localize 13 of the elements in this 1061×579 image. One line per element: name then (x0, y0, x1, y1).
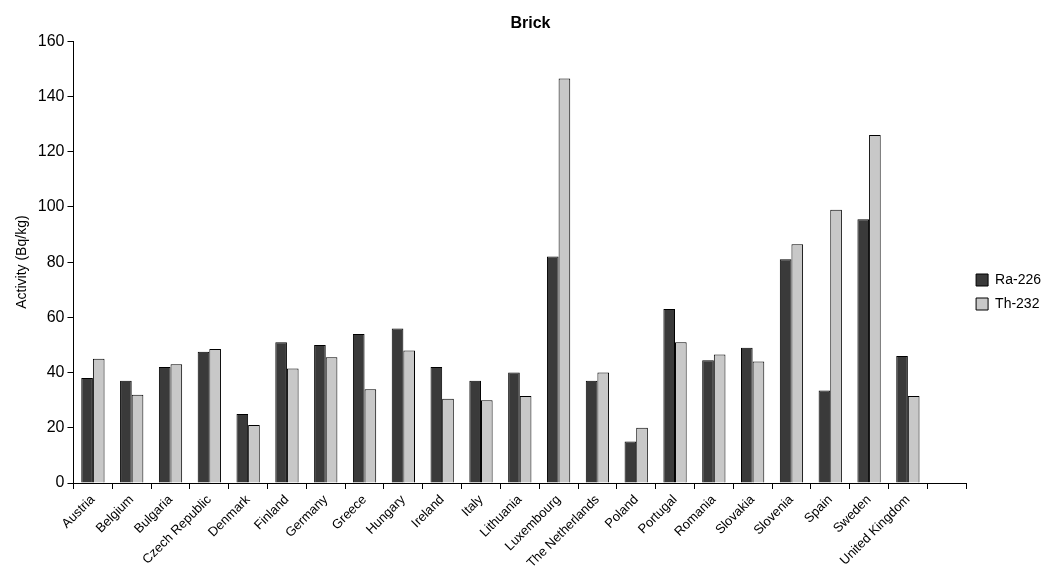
y-tick-label: 60 (46, 307, 65, 325)
y-tick-label: 40 (46, 362, 65, 380)
legend-label: Ra-226 (995, 270, 1042, 287)
y-tick-label: 80 (46, 252, 65, 270)
chart-title: Brick (510, 14, 551, 32)
y-tick-label: 20 (46, 418, 65, 436)
y-tick-label: 100 (37, 197, 65, 215)
y-tick-label: 160 (37, 31, 65, 49)
legend-label: Th-232 (995, 294, 1040, 311)
y-tick-label: 140 (37, 86, 65, 104)
y-axis-title: Activity (Bq/kg) (13, 215, 30, 309)
y-tick-label: 120 (37, 142, 65, 160)
y-tick-label: 0 (55, 473, 65, 491)
